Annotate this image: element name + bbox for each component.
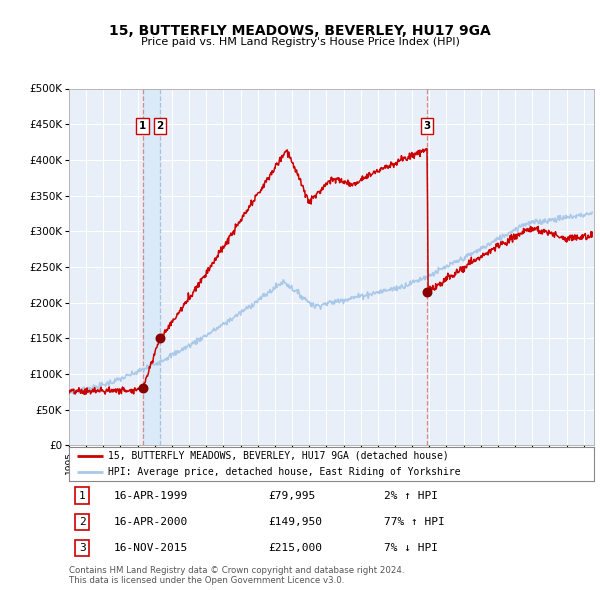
Text: 15, BUTTERFLY MEADOWS, BEVERLEY, HU17 9GA (detached house): 15, BUTTERFLY MEADOWS, BEVERLEY, HU17 9G… (109, 451, 449, 461)
Text: 1: 1 (79, 490, 86, 500)
Text: 2% ↑ HPI: 2% ↑ HPI (384, 490, 438, 500)
Text: This data is licensed under the Open Government Licence v3.0.: This data is licensed under the Open Gov… (69, 576, 344, 585)
Point (138, 384, 148, 393)
Text: 3: 3 (79, 543, 86, 553)
Text: £79,995: £79,995 (269, 490, 316, 500)
Point (155, 334, 164, 343)
Text: 16-APR-1999: 16-APR-1999 (113, 490, 188, 500)
Point (422, 287, 432, 297)
Text: 2: 2 (79, 517, 86, 527)
Text: 7% ↓ HPI: 7% ↓ HPI (384, 543, 438, 553)
Text: 16-APR-2000: 16-APR-2000 (113, 517, 188, 527)
Text: £149,950: £149,950 (269, 517, 323, 527)
Text: 3: 3 (424, 121, 431, 131)
Bar (143, 88, 160, 445)
Text: 77% ↑ HPI: 77% ↑ HPI (384, 517, 445, 527)
Text: 15, BUTTERFLY MEADOWS, BEVERLEY, HU17 9GA: 15, BUTTERFLY MEADOWS, BEVERLEY, HU17 9G… (109, 24, 491, 38)
Text: HPI: Average price, detached house, East Riding of Yorkshire: HPI: Average price, detached house, East… (109, 467, 461, 477)
Text: Contains HM Land Registry data © Crown copyright and database right 2024.: Contains HM Land Registry data © Crown c… (69, 566, 404, 575)
Text: 2: 2 (156, 121, 163, 131)
Text: Price paid vs. HM Land Registry's House Price Index (HPI): Price paid vs. HM Land Registry's House … (140, 37, 460, 47)
Text: 1: 1 (139, 121, 146, 131)
Text: 16-NOV-2015: 16-NOV-2015 (113, 543, 188, 553)
Text: £215,000: £215,000 (269, 543, 323, 553)
